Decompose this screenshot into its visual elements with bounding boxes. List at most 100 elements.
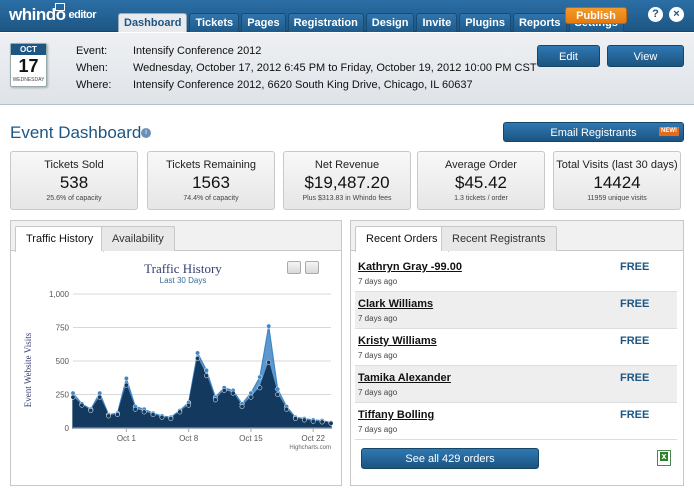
stat-net-revenue: Net Revenue $19,487.20 Plus $313.83 in W… [283, 151, 411, 210]
edit-button[interactable]: Edit [537, 45, 600, 67]
order-name[interactable]: Tamika Alexander [358, 372, 451, 384]
export-icon[interactable] [305, 261, 319, 274]
traffic-panel: Traffic History Availability Traffic His… [10, 220, 342, 486]
excel-export-icon[interactable] [657, 450, 671, 466]
stat-sub: 11959 unique visits [587, 195, 647, 202]
tab-pages[interactable]: Pages [241, 13, 286, 32]
where-value: Intensify Conference 2012, 6620 South Ki… [133, 79, 473, 91]
order-price: FREE [620, 261, 650, 273]
new-badge: NEW! [659, 127, 679, 136]
event-name-row: Event: Intensify Conference 2012 [76, 45, 261, 57]
chart-x-tick-label: Oct 8 [179, 434, 199, 443]
unique-visits-point [221, 388, 227, 393]
unique-visits-point [292, 416, 298, 422]
order-row[interactable]: Tamika Alexander 7 days ago FREE [355, 366, 677, 403]
page-title: Event Dashboard [10, 123, 142, 142]
help-icon[interactable]: ? [648, 7, 663, 22]
visits-point [248, 390, 254, 396]
stat-title: Net Revenue [314, 159, 380, 171]
print-icon[interactable] [287, 261, 301, 274]
tab-availability[interactable]: Availability [101, 226, 175, 251]
email-registrants-label: Email Registrants [550, 127, 637, 139]
view-button[interactable]: View [607, 45, 684, 67]
unique-visits-point [310, 418, 316, 424]
calendar-day: 17 [18, 56, 39, 76]
stat-title: Tickets Sold [44, 159, 104, 171]
logo-suffix: editor [68, 9, 97, 21]
stat-value: 1563 [192, 173, 230, 192]
event-value: Intensify Conference 2012 [133, 45, 262, 57]
stat-value: 14424 [593, 173, 641, 192]
visits-point [257, 374, 263, 380]
order-price: FREE [620, 372, 650, 384]
tab-tickets[interactable]: Tickets [189, 13, 240, 32]
order-time: 7 days ago [358, 351, 398, 360]
order-time: 7 days ago [358, 388, 398, 397]
calendar-weekday: WEDNESDAY [12, 77, 45, 83]
unique-visits-point [301, 417, 307, 423]
top-nav-bar: whindo editor Dashboard Tickets Pages Reg… [0, 0, 694, 32]
stat-value: 538 [59, 173, 89, 192]
chart-y-tick-label: 0 [65, 424, 70, 433]
calendar-month: OCT [11, 44, 46, 55]
order-name[interactable]: Kristy Williams [358, 335, 437, 347]
tab-design[interactable]: Design [365, 13, 415, 32]
where-label: Where: [76, 79, 112, 91]
tab-dashboard[interactable]: Dashboard [118, 13, 188, 32]
tab-recent-registrants[interactable]: Recent Registrants [441, 226, 557, 251]
order-row[interactable]: Kristy Williams 7 days ago FREE [355, 329, 677, 366]
calendar-icon: OCT 17 WEDNESDAY [10, 43, 47, 87]
tab-plugins[interactable]: Plugins [459, 13, 511, 32]
when-value: Wednesday, October 17, 2012 6:45 PM to F… [133, 62, 537, 74]
stat-tickets-remaining: Tickets Remaining 1563 74.4% of capacity [147, 151, 275, 210]
unique-visits-point [239, 404, 245, 410]
email-registrants-button[interactable]: Email Registrants NEW! [503, 122, 684, 142]
see-all-orders-button[interactable]: See all 429 orders [361, 448, 539, 469]
stat-average-order: Average Order $45.42 1.3 tickets / order [417, 151, 545, 210]
tab-traffic-history[interactable]: Traffic History [15, 226, 105, 252]
orders-list: Kathryn Gray -99.00 7 days ago FREE Clar… [355, 255, 677, 440]
order-name[interactable]: Clark Williams [358, 298, 434, 310]
stat-total-visits: Total Visits (last 30 days) 14424 11959 … [553, 151, 681, 210]
info-icon[interactable]: i [141, 128, 151, 138]
tab-registration[interactable]: Registration [287, 13, 364, 32]
stat-sub: 74.4% of capacity [183, 195, 239, 202]
event-when-row: When: Wednesday, October 17, 2012 6:45 PM… [76, 62, 537, 74]
unique-visits-point [141, 409, 147, 415]
order-row[interactable]: Clark Williams 7 days ago FREE [355, 292, 677, 329]
unique-visits-point [132, 406, 138, 412]
stat-title: Total Visits (last 30 days) [556, 159, 678, 171]
order-name[interactable]: Tiffany Bolling [358, 409, 435, 421]
chart-y-tick-label: 500 [56, 357, 70, 366]
stat-value: $45.42 [455, 173, 507, 192]
unique-visits-point [159, 414, 165, 420]
chart-y-tick-label: 1,000 [49, 290, 70, 299]
order-price: FREE [620, 335, 650, 347]
event-label: Event: [76, 45, 108, 57]
tab-invite[interactable]: Invite [416, 13, 458, 32]
chart-plot: 0 250 500 750 1,000 Oct 1 Oct 8 Oct 15 Oct 22 Hig… [49, 290, 334, 451]
close-icon[interactable]: × [669, 7, 684, 22]
event-where-row: Where: Intensify Conference 2012, 6620 So… [76, 79, 473, 91]
unique-visits-point [97, 394, 103, 400]
order-row[interactable]: Kathryn Gray -99.00 7 days ago FREE [355, 255, 677, 292]
unique-visits-point [248, 394, 254, 400]
event-header: OCT 17 WEDNESDAY Event: Intensify Confere… [0, 33, 694, 105]
visits-point [70, 390, 76, 396]
unique-visits-point [88, 408, 94, 414]
order-name[interactable]: Kathryn Gray -99.00 [358, 261, 462, 273]
tab-reports[interactable]: Reports [512, 13, 567, 32]
chart-x-tick-label: Oct 15 [239, 434, 263, 443]
stat-title: Tickets Remaining [165, 159, 257, 171]
tab-recent-orders[interactable]: Recent Orders [355, 226, 449, 252]
order-time: 7 days ago [358, 425, 398, 434]
unique-visits-point [257, 385, 263, 391]
publish-button[interactable]: Publish [565, 7, 627, 24]
order-row[interactable]: Tiffany Bolling 7 days ago FREE [355, 403, 677, 440]
visits-point [97, 390, 103, 396]
whindo-logo[interactable]: whindo editor [9, 3, 97, 25]
unique-visits-point [284, 406, 289, 412]
orders-panel: Recent Orders Recent Registrants Kathryn… [350, 220, 684, 486]
unique-visits-point [168, 416, 174, 422]
unique-visits-point [319, 419, 325, 425]
